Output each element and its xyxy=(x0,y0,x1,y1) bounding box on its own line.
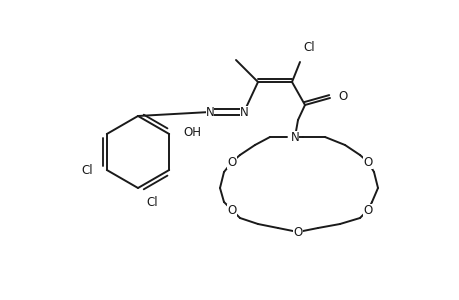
Text: N: N xyxy=(239,106,248,118)
Text: N: N xyxy=(205,106,214,118)
Text: O: O xyxy=(363,155,372,169)
Text: N: N xyxy=(290,130,299,143)
Text: Cl: Cl xyxy=(146,196,157,209)
Text: O: O xyxy=(227,203,236,217)
Text: O: O xyxy=(227,155,236,169)
Text: OH: OH xyxy=(183,125,201,139)
Text: O: O xyxy=(363,203,372,217)
Text: Cl: Cl xyxy=(302,41,314,54)
Text: O: O xyxy=(337,89,347,103)
Text: Cl: Cl xyxy=(81,164,93,176)
Text: O: O xyxy=(293,226,302,238)
